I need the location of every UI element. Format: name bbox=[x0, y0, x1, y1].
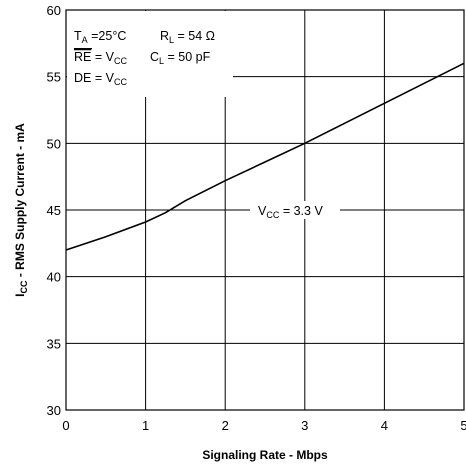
x-tick-label: 0 bbox=[62, 418, 69, 433]
conditions-background bbox=[67, 11, 233, 97]
condition-ta: TA =25°C bbox=[74, 29, 126, 45]
y-axis-title: ICC - RMS Supply Current - mA bbox=[13, 123, 29, 297]
y-tick-label: 35 bbox=[47, 336, 61, 351]
x-tick-label: 4 bbox=[381, 418, 388, 433]
x-axis-title: Signaling Rate - Mbps bbox=[202, 448, 328, 462]
x-tick-label: 5 bbox=[460, 418, 466, 433]
annotation-background bbox=[67, 11, 233, 97]
x-tick-label: 1 bbox=[142, 418, 149, 433]
y-tick-label: 40 bbox=[47, 270, 61, 285]
series-label-background bbox=[250, 201, 340, 219]
condition-rl: RL = 54 Ω bbox=[160, 29, 215, 45]
condition-re: RE = VCC bbox=[74, 50, 127, 66]
x-tick-label: 3 bbox=[301, 418, 308, 433]
y-tick-label: 55 bbox=[47, 70, 61, 85]
y-tick-label: 50 bbox=[47, 136, 61, 151]
y-tick-label: 60 bbox=[47, 3, 61, 18]
condition-de: DE = VCC bbox=[74, 71, 127, 87]
y-tick-label: 45 bbox=[47, 203, 61, 218]
series-label-vcc: VCC = 3.3 V bbox=[258, 204, 323, 220]
test-conditions: TA =25°C RL = 54 Ω RE = VCC CL = 50 pF D… bbox=[74, 29, 215, 87]
series-line-vcc-3.3v bbox=[65, 62, 465, 251]
y-axis-title-prefix: I bbox=[13, 294, 27, 297]
y-axis-title-suffix: - RMS Supply Current - mA bbox=[13, 123, 27, 281]
y-axis-title-subscript: CC bbox=[19, 280, 29, 293]
x-tick-label: 2 bbox=[222, 418, 229, 433]
plot-frame bbox=[65, 9, 465, 411]
y-tick-label: 30 bbox=[47, 403, 61, 418]
condition-cl: CL = 50 pF bbox=[150, 50, 211, 66]
